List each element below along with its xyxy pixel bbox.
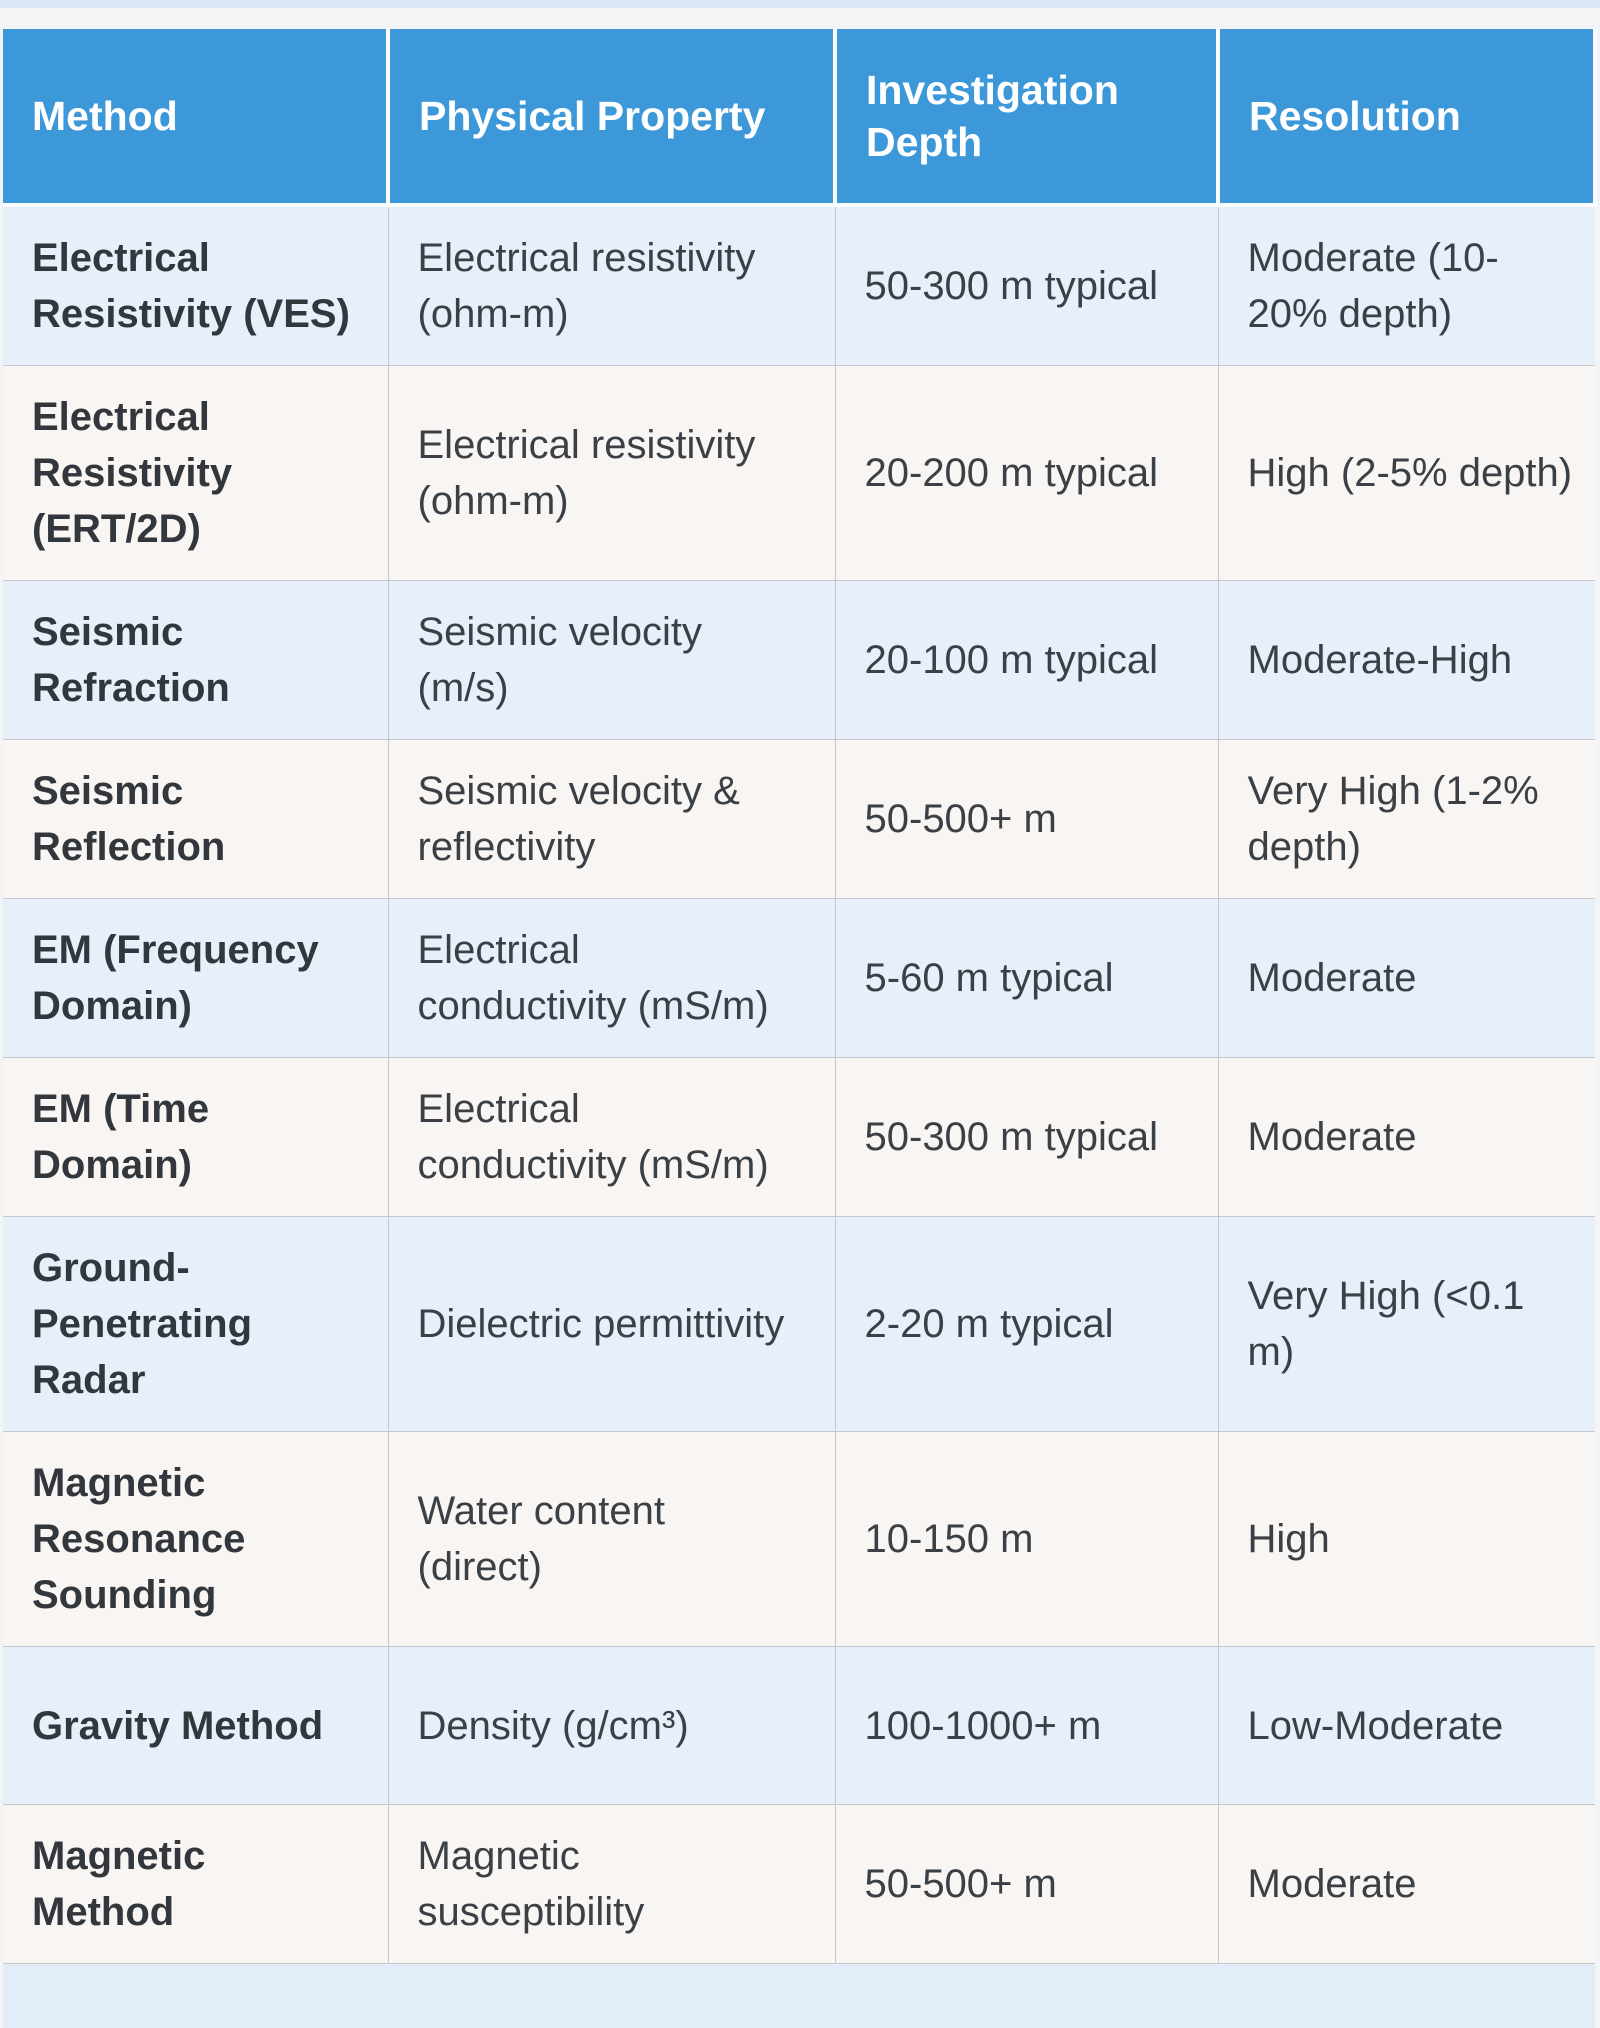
resolution-cell: Very High (<0.1 m) [1217,1216,1595,1432]
table-container: Method Physical Property Investigation D… [3,29,1597,2028]
investigation-depth-cell: 100-1000+ m [834,1646,1219,1805]
investigation-depth-cell: 50-500+ m [834,1804,1219,1964]
table-row: Gravity Method Density (g/cm³) 100-1000+ m… [3,1646,1595,1805]
method-cell: Seismic Reflection [3,739,389,899]
method-cell: Electrical Resistivity (ERT/2D) [3,365,389,581]
header-row: Method Physical Property Investigation D… [3,29,1597,207]
physical-property-cell: Seismic velocity (m/s) [387,580,836,740]
investigation-depth-cell: 50-300 m typical [834,204,1219,366]
table-row: Ground-Penetrating Radar Dielectric permi… [3,1216,1595,1432]
method-cell: Ground-Penetrating Radar [3,1216,389,1432]
resolution-cell: Moderate (10-20% depth) [1217,204,1595,366]
top-strip [0,0,1600,8]
table-row: Electrical Resistivity (ERT/2D) Electrica… [3,365,1595,581]
geophysical-methods-table: Method Physical Property Investigation D… [3,29,1597,2028]
table-row: Magnetic Method Magnetic susceptibility 50… [3,1804,1595,1964]
physical-property-cell: Electrical resistivity (ohm-m) [387,204,836,366]
investigation-depth-cell: 20-200 m typical [834,365,1219,581]
resolution-cell: High [1217,1431,1595,1647]
resolution-cell: High (2-5% depth) [1217,365,1595,581]
table-header: Method Physical Property Investigation D… [3,29,1597,207]
method-cell: EM (Time Domain) [3,1057,389,1217]
method-cell: Gravity Method [3,1646,389,1805]
method-cell: Magnetic Resonance Sounding [3,1431,389,1647]
physical-property-cell: Dielectric permittivity [387,1216,836,1432]
method-cell: Electrical Resistivity (VES) [3,204,389,366]
table-row: Seismic Reflection Seismic velocity & ref… [3,739,1595,899]
table-body: Electrical Resistivity (VES) Electrical r… [3,204,1595,2028]
table-row: EM (Frequency Domain) Electrical conducti… [3,898,1595,1058]
resolution-cell: Moderate [1217,1057,1595,1217]
resolution-cell: Moderate [1217,898,1595,1058]
investigation-depth-cell: 5-60 m typical [834,898,1219,1058]
resolution-cell: Moderate-High [1217,580,1595,740]
resolution-cell: Low-Moderate [1217,1646,1595,1805]
physical-property-cell: Seismic velocity & reflectivity [387,739,836,899]
physical-property-cell: Water content (direct) [387,1431,836,1647]
physical-property-cell: Magnetic susceptibility [387,1804,836,1964]
column-header-method: Method [3,29,390,207]
column-header-physical-property: Physical Property [388,29,837,207]
column-header-investigation-depth: Investigation Depth [835,29,1220,207]
physical-property-cell: Electrical resistivity (ohm-m) [387,365,836,581]
investigation-depth-cell: 10-150 m [834,1431,1219,1647]
table-row: Electrical Resistivity (VES) Electrical r… [3,204,1595,366]
physical-property-cell: Electrical conductivity (mS/m) [387,898,836,1058]
resolution-cell: Moderate [1217,1804,1595,1964]
next-row-partial [3,1963,1595,2028]
table-row: EM (Time Domain) Electrical conductivity … [3,1057,1595,1217]
physical-property-cell: Density (g/cm³) [387,1646,836,1805]
method-cell: Magnetic Method [3,1804,389,1964]
investigation-depth-cell: 50-500+ m [834,739,1219,899]
investigation-depth-cell: 20-100 m typical [834,580,1219,740]
method-cell: EM (Frequency Domain) [3,898,389,1058]
next-row-partial-cell [3,1963,1595,2028]
investigation-depth-cell: 50-300 m typical [834,1057,1219,1217]
method-cell: Seismic Refraction [3,580,389,740]
investigation-depth-cell: 2-20 m typical [834,1216,1219,1432]
table-row: Seismic Refraction Seismic velocity (m/s)… [3,580,1595,740]
column-header-resolution: Resolution [1218,29,1597,207]
table-row: Magnetic Resonance Sounding Water content… [3,1431,1595,1647]
physical-property-cell: Electrical conductivity (mS/m) [387,1057,836,1217]
resolution-cell: Very High (1-2% depth) [1217,739,1595,899]
